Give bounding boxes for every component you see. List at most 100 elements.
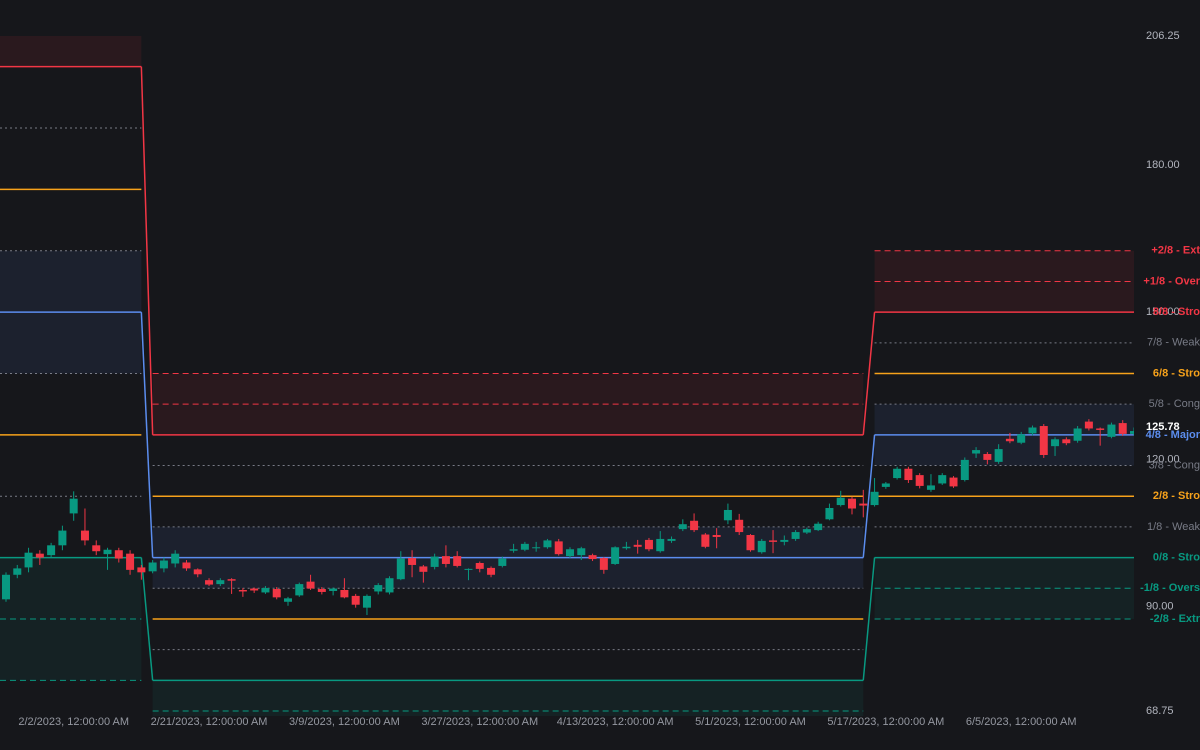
candle-body xyxy=(656,538,665,552)
candle-body xyxy=(509,549,518,551)
candle-body xyxy=(205,580,214,585)
candle-body xyxy=(419,566,428,572)
candle-body xyxy=(171,553,180,564)
candle-body xyxy=(870,491,879,506)
candle-body xyxy=(588,555,597,560)
candle-body xyxy=(802,529,811,533)
candle-body xyxy=(949,477,958,487)
candle-body xyxy=(611,547,620,564)
candle-body xyxy=(396,558,405,580)
candle-body xyxy=(182,562,191,569)
level-label: 2/8 - Stro xyxy=(1153,490,1200,502)
candle-body xyxy=(881,483,890,487)
x-tick-label: 4/13/2023, 12:00:00 AM xyxy=(557,716,674,728)
level-label: +2/8 - Ext xyxy=(1151,245,1200,257)
candle-body xyxy=(735,519,744,533)
candle-body xyxy=(250,588,259,591)
candle-body xyxy=(261,588,270,593)
candle-body xyxy=(836,497,845,506)
level-label: 3/8 - Cong xyxy=(1149,459,1200,471)
candle-body xyxy=(791,532,800,539)
x-tick-label: 6/5/2023, 12:00:00 AM xyxy=(966,716,1077,728)
level-label: 8/8 - Stro xyxy=(1153,306,1200,318)
candle-body xyxy=(848,498,856,509)
level-transition xyxy=(862,557,876,681)
candle-body xyxy=(13,568,22,575)
candle-body xyxy=(430,556,439,567)
level-transition xyxy=(862,434,876,558)
candle-body xyxy=(475,562,484,569)
last-price-label: 125.78 xyxy=(1146,421,1180,433)
candle-body xyxy=(520,543,529,550)
candle-body xyxy=(464,568,473,570)
candle-body xyxy=(960,459,969,481)
candle-body xyxy=(340,589,349,598)
candle-body xyxy=(193,569,202,575)
candle-body xyxy=(599,558,608,570)
candle-body xyxy=(1118,423,1127,434)
candle-body xyxy=(543,540,552,548)
candle-body xyxy=(938,475,947,484)
y-tick-label: 206.25 xyxy=(1146,30,1180,42)
candle-body xyxy=(47,545,56,556)
y-tick-label: 68.75 xyxy=(1146,705,1174,717)
candle-body xyxy=(441,556,450,564)
candle-body xyxy=(972,450,981,454)
candle-body xyxy=(701,534,710,547)
candle-body xyxy=(114,550,123,559)
candle-body xyxy=(58,530,67,546)
candle-body xyxy=(994,449,1003,462)
candle-body xyxy=(769,540,778,542)
level-label: 4/8 - Major xyxy=(1146,429,1200,441)
candle-body xyxy=(408,558,417,565)
level-band xyxy=(0,36,142,67)
candle-body xyxy=(814,523,823,531)
candle-body xyxy=(893,468,902,479)
level-label: 5/8 - Cong xyxy=(1149,398,1200,410)
candle-body xyxy=(92,545,101,552)
candle-body xyxy=(374,585,383,592)
level-transition xyxy=(140,312,154,558)
candle-body xyxy=(137,567,146,573)
candle-body xyxy=(678,524,687,530)
level-transition xyxy=(140,66,154,435)
candle-body xyxy=(80,530,89,541)
candle-body xyxy=(712,535,721,537)
candle-body xyxy=(453,556,462,566)
candle-body xyxy=(780,539,789,542)
level-label: 0/8 - Stro xyxy=(1153,551,1200,563)
level-transition xyxy=(140,557,154,681)
candle-body xyxy=(1084,421,1093,429)
candle-body xyxy=(216,580,225,585)
candle-body xyxy=(983,454,992,460)
level-label: 7/8 - Weak xyxy=(1147,337,1200,349)
x-tick-label: 3/9/2023, 12:00:00 AM xyxy=(289,716,400,728)
candle-body xyxy=(385,578,394,593)
y-tick-label: 180.00 xyxy=(1146,159,1180,171)
level-label: 1/8 - Weak xyxy=(1147,521,1200,533)
candle-body xyxy=(329,588,338,591)
candle-body xyxy=(103,549,112,555)
candle-body xyxy=(1051,439,1060,447)
level-label: +1/8 - Over xyxy=(1143,275,1200,287)
candle-body xyxy=(1073,428,1082,441)
candle-body xyxy=(926,485,935,490)
candle-body xyxy=(690,520,699,531)
candle-body xyxy=(126,553,135,570)
x-tick-label: 5/17/2023, 12:00:00 AM xyxy=(827,716,944,728)
candle-body xyxy=(272,589,281,598)
candle-body xyxy=(238,589,247,592)
candle-body xyxy=(351,595,360,605)
x-tick-label: 2/2/2023, 12:00:00 AM xyxy=(18,716,129,728)
x-tick-label: 5/1/2023, 12:00:00 AM xyxy=(695,716,806,728)
candle-body xyxy=(1005,438,1014,442)
candle-body xyxy=(1062,439,1071,444)
candle-body xyxy=(284,598,292,602)
candle-body xyxy=(622,546,631,549)
y-tick-label: 150.00 xyxy=(1146,306,1180,318)
candle-body xyxy=(746,535,755,551)
candle-body xyxy=(915,475,924,486)
candle-body xyxy=(1039,426,1048,455)
candle-body xyxy=(69,498,78,514)
